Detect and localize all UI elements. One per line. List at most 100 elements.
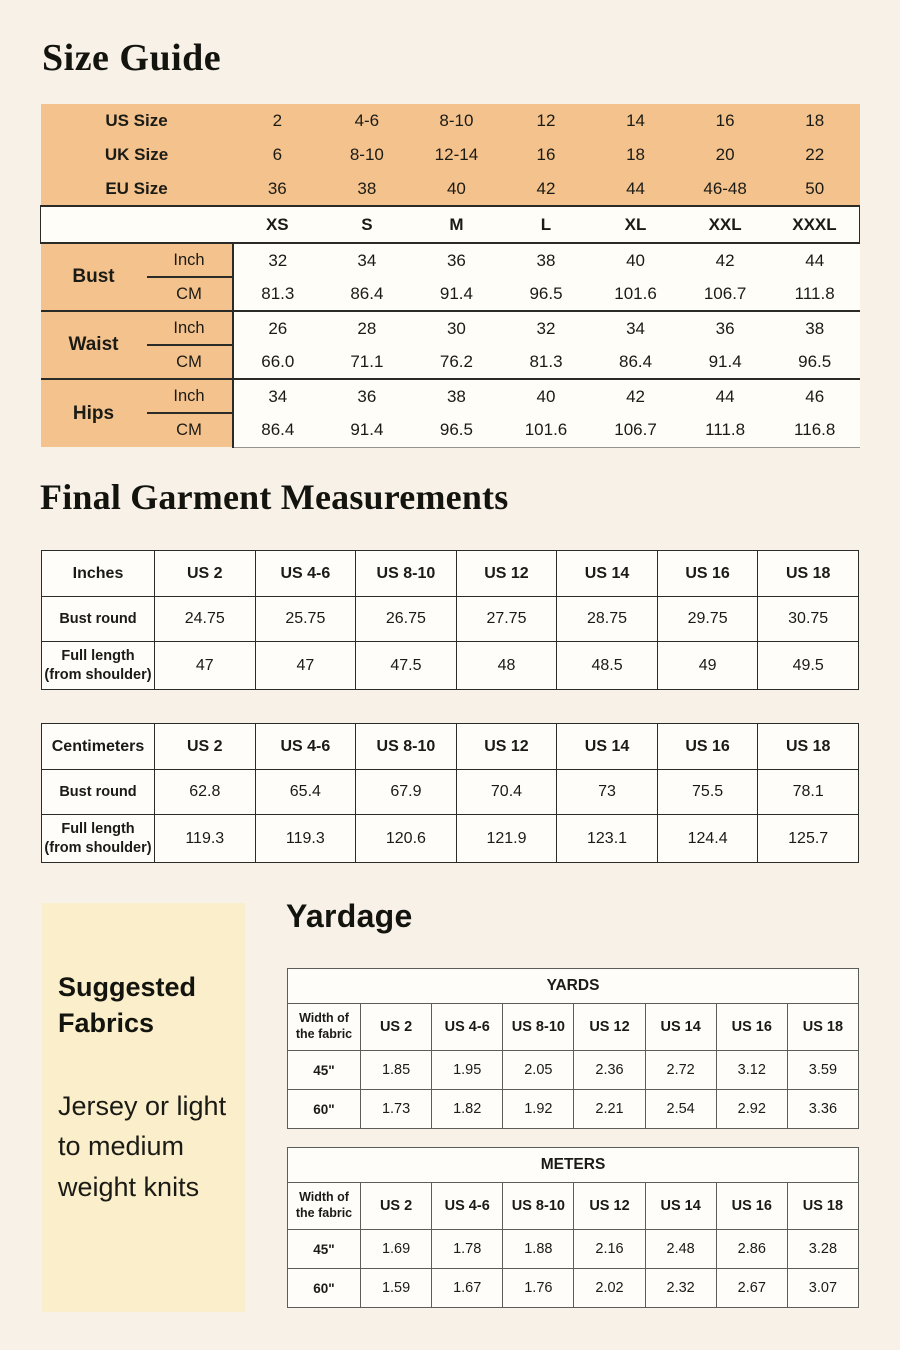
suggested-fabrics-panel: Suggested Fabrics Jersey or light to med… xyxy=(42,903,245,1312)
fgm-size-header: US 2 xyxy=(154,723,256,770)
yardage-size-header: US 12 xyxy=(573,1182,646,1230)
fgm-value-cell: 124.4 xyxy=(656,814,759,863)
size-chart-cell: 36 xyxy=(411,243,502,277)
size-chart-cell: 38 xyxy=(501,243,591,277)
yardage-value-cell: 2.54 xyxy=(644,1089,717,1129)
suggested-fabrics-title: Suggested Fabrics xyxy=(58,972,197,1039)
yardage-value-cell: 1.73 xyxy=(359,1089,433,1129)
size-chart-cell: 26 xyxy=(231,310,323,345)
yardage-value-cell: 1.78 xyxy=(431,1229,504,1269)
size-chart-cell: 36 xyxy=(680,310,770,345)
size-letter-cell: S xyxy=(322,205,412,244)
bust-row-label: Bust xyxy=(40,243,147,311)
size-chart-cell: 6 xyxy=(232,138,323,172)
size-chart-cell: 30 xyxy=(411,310,502,345)
fgm-size-header: US 14 xyxy=(556,550,658,597)
yardage-value-cell: 2.21 xyxy=(573,1089,646,1129)
yardage-size-header: US 14 xyxy=(644,1182,717,1230)
fgm-value-cell: 30.75 xyxy=(757,596,859,642)
size-chart-cell: 91.4 xyxy=(680,345,770,379)
fgm-row-label: Full length (from shoulder) xyxy=(41,814,155,863)
fabric-width-header: Width of the fabric xyxy=(287,1003,361,1051)
fgm-value-cell: 25.75 xyxy=(254,596,357,642)
fgm-value-cell: 47 xyxy=(254,641,357,690)
yardage-size-header: US 14 xyxy=(644,1003,717,1051)
yardage-value-cell: 1.85 xyxy=(359,1050,433,1090)
fgm-value-cell: 73 xyxy=(556,769,658,815)
fgm-value-cell: 119.3 xyxy=(254,814,357,863)
fgm-size-header: US 4-6 xyxy=(254,550,357,597)
letters-row-spacer xyxy=(39,205,233,244)
bust-round-row: Bust round 24.75 25.75 26.75 27.75 28.75… xyxy=(41,596,859,642)
yardage-value-cell: 3.07 xyxy=(786,1268,860,1308)
yardage-value-cell: 3.36 xyxy=(786,1089,860,1129)
size-chart-cell: 76.2 xyxy=(411,345,502,379)
fgm-value-cell: 125.7 xyxy=(757,814,859,863)
yardage-value-cell: 1.59 xyxy=(359,1268,433,1308)
yardage-size-header: US 12 xyxy=(573,1003,646,1051)
size-chart-cell: 50 xyxy=(769,172,860,206)
page-title: Size Guide xyxy=(42,37,222,79)
fgm-size-header: US 4-6 xyxy=(254,723,357,770)
fgm-value-cell: 120.6 xyxy=(355,814,457,863)
full-length-row: Full length (from shoulder) 119.3 119.3 … xyxy=(41,814,859,863)
meters-60-row: 60" 1.59 1.67 1.76 2.02 2.32 2.67 3.07 xyxy=(287,1268,860,1308)
size-chart-cell: 81.3 xyxy=(231,277,323,311)
size-chart-cell: 106.7 xyxy=(590,413,681,448)
yards-header-row: YARDS xyxy=(287,968,859,1004)
yardage-size-header: US 2 xyxy=(359,1182,433,1230)
yardage-size-header: US 8-10 xyxy=(502,1003,575,1051)
fgm-size-header: US 12 xyxy=(455,723,558,770)
size-chart-cell: 44 xyxy=(680,378,770,413)
yardage-value-cell: 2.86 xyxy=(715,1229,788,1269)
size-chart-cell: 4-6 xyxy=(322,104,412,138)
meters-header-row: METERS xyxy=(287,1147,859,1183)
size-chart-cell: 116.8 xyxy=(769,413,860,448)
yardage-value-cell: 1.69 xyxy=(359,1229,433,1269)
fgm-size-header: US 2 xyxy=(154,550,256,597)
fgm-value-cell: 49.5 xyxy=(757,641,859,690)
yardage-value-cell: 3.28 xyxy=(786,1229,860,1269)
size-letter-cell: M xyxy=(411,205,502,244)
yardage-value-cell: 2.48 xyxy=(644,1229,717,1269)
yards-45-row: 45" 1.85 1.95 2.05 2.36 2.72 3.12 3.59 xyxy=(287,1050,860,1090)
size-chart-cell: 40 xyxy=(411,172,502,206)
size-chart-cell: 91.4 xyxy=(411,277,502,311)
size-letter-cell: L xyxy=(501,205,591,244)
waist-inch-row: Waist Inch 26 28 30 32 34 36 38 xyxy=(40,310,860,379)
size-chart-cell: 101.6 xyxy=(501,413,591,448)
fgm-value-cell: 65.4 xyxy=(254,769,357,815)
size-chart-cell: 8-10 xyxy=(411,104,502,138)
size-chart-cell: 18 xyxy=(769,104,860,138)
fgm-size-header: US 16 xyxy=(656,723,759,770)
fgm-size-header: US 8-10 xyxy=(355,550,457,597)
size-chart-cell: 20 xyxy=(680,138,770,172)
size-chart-cell: 40 xyxy=(501,378,591,413)
uk-size-row: UK Size 6 8-10 12-14 16 18 20 22 xyxy=(40,138,860,172)
waist-row-label: Waist xyxy=(40,310,147,379)
yardage-value-cell: 2.02 xyxy=(573,1268,646,1308)
fgm-size-header: US 18 xyxy=(757,723,859,770)
fgm-value-cell: 24.75 xyxy=(154,596,256,642)
size-chart-cell: 16 xyxy=(680,104,770,138)
yardage-size-header-row: Width of the fabric US 2 US 4-6 US 8-10 … xyxy=(287,1182,860,1230)
size-chart-cell: 34 xyxy=(590,310,681,345)
size-chart-cell: 96.5 xyxy=(411,413,502,448)
yardage-row-label: 45" xyxy=(287,1050,361,1090)
meters-45-row: 45" 1.69 1.78 1.88 2.16 2.48 2.86 3.28 xyxy=(287,1229,860,1269)
size-chart-cell: 14 xyxy=(590,104,681,138)
us-size-row: US Size 2 4-6 8-10 12 14 16 18 xyxy=(40,104,860,138)
inch-unit-label: Inch xyxy=(146,243,233,278)
yardage-value-cell: 3.59 xyxy=(786,1050,860,1090)
size-chart-cell: 81.3 xyxy=(501,345,591,379)
size-chart-cell: 66.0 xyxy=(231,345,323,379)
yardage-value-cell: 2.32 xyxy=(644,1268,717,1308)
fgm-value-cell: 121.9 xyxy=(455,814,558,863)
meters-table: METERS Width of the fabric US 2 US 4-6 U… xyxy=(287,1147,860,1308)
yardage-size-header-row: Width of the fabric US 2 US 4-6 US 8-10 … xyxy=(287,1003,860,1051)
size-chart-cell: 22 xyxy=(769,138,860,172)
size-chart-cell: 38 xyxy=(322,172,412,206)
hips-cm-row: CM 86.4 91.4 96.5 101.6 106.7 111.8 116.… xyxy=(41,413,860,448)
inch-unit-label: Inch xyxy=(146,310,233,346)
